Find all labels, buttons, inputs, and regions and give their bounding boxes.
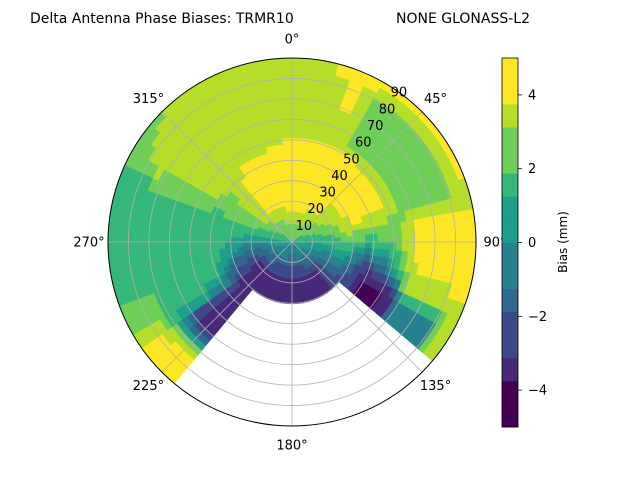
field-cell	[108, 240, 116, 260]
radial-tick-label: 30	[319, 186, 336, 201]
field-cell	[334, 237, 342, 243]
field-cell	[340, 236, 349, 243]
colorbar-tick-label: −4	[528, 384, 547, 399]
colorbar-swatch	[502, 104, 518, 128]
field-cell	[287, 198, 293, 206]
field-cell	[291, 290, 298, 299]
field-cell	[235, 241, 244, 248]
colorbar-tick-label: 4	[528, 88, 536, 103]
colorbar-swatch	[502, 173, 518, 197]
radial-tick-label: 50	[343, 152, 360, 167]
colorbar-swatch	[502, 150, 518, 174]
colorbar-tick-label: 0	[528, 236, 536, 251]
grid-spoke	[291, 241, 423, 373]
grid-spoke	[161, 111, 293, 243]
radial-tick-label: 80	[379, 102, 396, 117]
field-cell	[274, 58, 294, 66]
chart-title-right: NONE GLONASS-L2	[396, 11, 530, 27]
colorbar: −4 −2 0 2 4 Bias (mm)	[501, 57, 570, 428]
azimuth-tick-label: 225°	[133, 379, 164, 394]
chart-title-left: Delta Antenna Phase Biases: TRMR10	[30, 11, 294, 27]
colorbar-swatch	[502, 242, 518, 266]
field-cell	[352, 235, 361, 243]
colorbar-swatches	[502, 58, 518, 428]
radial-tick-label: 60	[355, 136, 372, 151]
colorbar-swatch	[502, 219, 518, 243]
colorbar-swatch	[502, 311, 518, 336]
azimuth-tick-label: 135°	[420, 379, 451, 394]
polar-grid	[108, 58, 476, 426]
colorbar-swatch	[502, 58, 518, 82]
colorbar-ticks: −4 −2 0 2 4	[518, 88, 547, 399]
field-cell	[223, 241, 232, 249]
azimuth-tick-label: 180°	[276, 439, 307, 454]
azimuth-tick-label: 45°	[424, 92, 447, 107]
colorbar-swatch	[502, 357, 518, 382]
field-cell	[242, 241, 250, 247]
field-cell	[285, 173, 293, 182]
field-cell	[291, 284, 297, 292]
radial-tick-label: 20	[307, 202, 324, 217]
polar-outline	[107, 57, 477, 427]
colorbar-swatch	[502, 403, 518, 428]
colorbar-swatch	[502, 196, 518, 220]
field-cell	[468, 224, 476, 244]
colorbar-tick-label: −2	[528, 310, 547, 325]
radial-tick-label: 10	[296, 219, 313, 234]
polar-plot-area	[108, 58, 476, 426]
azimuth-tick-label: 270°	[73, 236, 104, 251]
colorbar-swatch	[502, 288, 518, 312]
field-cell	[286, 185, 293, 194]
radial-tick-label: 70	[367, 119, 384, 134]
radial-tick-label: 90	[391, 86, 408, 101]
grid-spoke	[161, 241, 293, 373]
azimuth-tick-label: 90°	[483, 236, 506, 251]
azimuth-labels: 0° 45° 90° 135° 180° 225° 270° 315°	[73, 33, 506, 454]
radial-tick-label: 40	[331, 169, 348, 184]
colorbar-swatch	[502, 265, 518, 289]
colorbar-swatch	[502, 127, 518, 151]
colorbar-tick-label: 2	[528, 162, 536, 177]
colorbar-swatch	[502, 380, 518, 405]
field-cell	[287, 192, 293, 200]
grid-spoke	[291, 111, 423, 243]
colorbar-swatch	[502, 81, 518, 105]
azimuth-tick-label: 0°	[285, 33, 300, 48]
azimuth-tick-label: 315°	[133, 92, 164, 107]
colorbar-label: Bias (mm)	[556, 211, 570, 273]
colorbar-swatch	[502, 334, 518, 359]
